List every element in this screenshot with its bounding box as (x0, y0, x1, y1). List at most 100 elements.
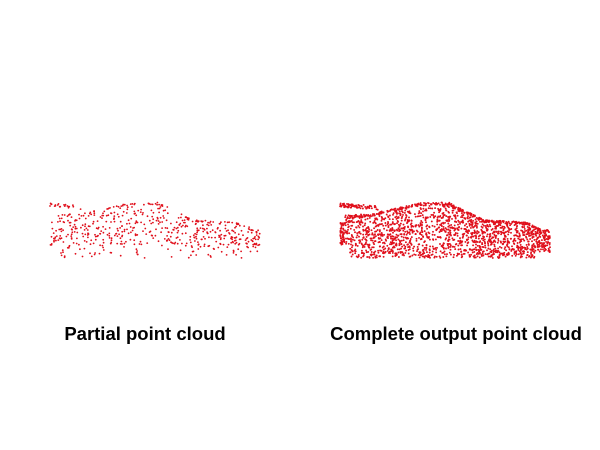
cloud-point (90, 239, 93, 242)
cloud-point (347, 242, 350, 245)
spoiler-point (49, 205, 51, 207)
cloud-point (531, 230, 534, 233)
cloud-point (461, 216, 464, 219)
cloud-point (464, 249, 467, 252)
cloud-point (497, 230, 500, 233)
cloud-point (510, 249, 513, 252)
cloud-point (408, 248, 411, 251)
cloud-point (116, 235, 119, 237)
cloud-point (420, 253, 423, 256)
cloud-point (476, 222, 479, 225)
cloud-point (79, 248, 81, 251)
roof-point (508, 222, 511, 225)
cloud-point (159, 221, 161, 224)
cloud-point (488, 233, 491, 236)
cloud-point (118, 233, 120, 236)
cloud-point (142, 230, 144, 232)
cloud-point (486, 223, 489, 226)
cloud-point (339, 231, 342, 234)
roof-point (147, 202, 150, 205)
cloud-point (371, 246, 374, 249)
spoiler-point (339, 205, 342, 208)
cloud-point (136, 253, 139, 256)
cloud-point (103, 210, 106, 213)
cloud-point (457, 210, 460, 212)
cloud-point (347, 223, 349, 226)
cloud-point (491, 232, 494, 235)
cloud-point (357, 253, 360, 256)
cloud-point (396, 217, 399, 219)
cloud-point (405, 249, 408, 252)
cloud-point (340, 239, 343, 242)
cloud-point (360, 256, 363, 259)
cloud-point (533, 251, 536, 254)
cloud-point (176, 242, 179, 245)
cloud-point (485, 227, 488, 230)
cloud-point (441, 244, 444, 247)
cloud-point (202, 224, 204, 227)
cloud-point (420, 212, 423, 215)
cloud-point (533, 256, 535, 259)
cloud-point (344, 216, 347, 219)
cloud-point (238, 242, 241, 245)
cloud-point (414, 233, 417, 236)
cloud-point (360, 249, 363, 252)
roof-point (228, 221, 231, 224)
cloud-point (496, 241, 499, 244)
cloud-point (470, 232, 473, 235)
cloud-point (246, 242, 248, 245)
cloud-point (367, 250, 370, 253)
cloud-point (475, 240, 478, 243)
cloud-point (74, 227, 77, 230)
cloud-point (418, 256, 421, 259)
cloud-point (110, 251, 113, 254)
cloud-point (50, 235, 53, 238)
cloud-point (84, 223, 87, 226)
cloud-point (413, 245, 416, 248)
cloud-point (59, 235, 62, 237)
cloud-point (196, 231, 199, 234)
cloud-point (381, 246, 384, 249)
cloud-point (348, 232, 351, 235)
cloud-point (359, 232, 362, 235)
cloud-point (151, 215, 154, 218)
cloud-point (102, 241, 105, 244)
cloud-point (406, 243, 409, 246)
cloud-point (339, 234, 342, 237)
cloud-point (108, 237, 111, 239)
roof-point (424, 204, 427, 207)
cloud-point (451, 237, 454, 240)
roof-point (82, 214, 85, 217)
cloud-point (144, 227, 147, 230)
cloud-point (232, 230, 235, 233)
cloud-point (506, 243, 509, 246)
cloud-point (461, 219, 464, 222)
cloud-point (489, 225, 492, 228)
cloud-point (78, 217, 81, 220)
cloud-point (135, 214, 138, 217)
roof-point (150, 203, 152, 206)
cloud-point (418, 236, 420, 239)
cloud-point (117, 229, 119, 232)
cloud-point (85, 241, 88, 243)
cloud-point (408, 219, 411, 222)
cloud-point (506, 240, 509, 242)
cloud-point (388, 214, 391, 217)
cloud-point (531, 233, 534, 236)
roof-point (435, 202, 438, 204)
cloud-point (442, 225, 445, 228)
cloud-point (438, 226, 441, 229)
cloud-point (422, 216, 425, 219)
cloud-point (392, 241, 395, 244)
cloud-point (398, 230, 401, 233)
roof-point (430, 203, 432, 206)
cloud-point (497, 223, 500, 226)
cloud-point (354, 252, 357, 255)
cloud-point (125, 212, 128, 214)
cloud-point (401, 211, 404, 214)
cloud-point (170, 231, 173, 234)
cloud-point (362, 252, 365, 255)
cloud-point (538, 231, 541, 234)
roof-point (449, 203, 452, 206)
cloud-point (135, 248, 138, 251)
